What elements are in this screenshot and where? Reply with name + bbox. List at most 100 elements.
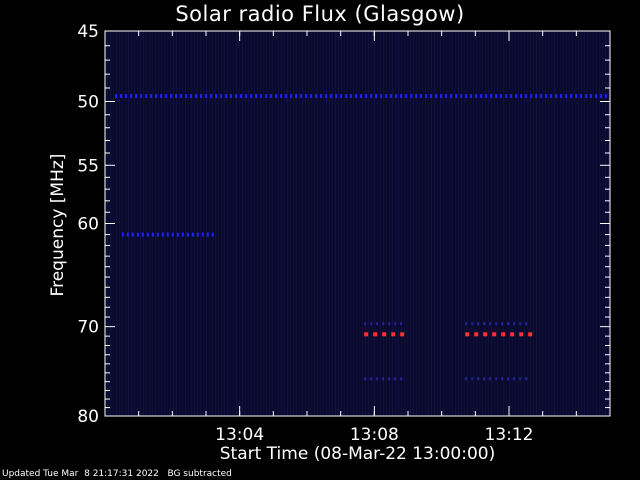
emission-mark (519, 332, 524, 337)
y-tick-label: 60 (77, 215, 99, 235)
spectrogram-stripe (296, 31, 297, 416)
spectrogram-stripe (152, 31, 153, 416)
spectrogram-stripe (593, 31, 594, 416)
spectrogram-stripe (188, 31, 189, 416)
emission-mark (125, 94, 128, 99)
plot-area (105, 31, 610, 416)
emission-mark (275, 94, 278, 99)
emission-mark (260, 94, 263, 99)
emission-mark (285, 94, 288, 99)
spectrogram-stripe (389, 31, 390, 416)
spectrogram-stripe (200, 31, 201, 416)
harmonic-mark (477, 322, 480, 326)
emission-mark (186, 232, 189, 237)
emission-mark (190, 94, 193, 99)
spectrogram-stripe (410, 31, 411, 416)
y-axis-label: Frequency [MHz] (48, 153, 68, 297)
spectrogram-stripe (203, 31, 204, 416)
emission-mark (171, 232, 174, 237)
emission-mark (170, 94, 173, 99)
spectrogram-stripe (272, 31, 273, 416)
emission-mark (160, 94, 163, 99)
spectrogram-stripe (134, 31, 135, 416)
harmonic-mark (388, 377, 391, 381)
spectrogram-stripe (530, 31, 531, 416)
spectrogram-stripe (191, 31, 192, 416)
emission-mark (382, 332, 387, 337)
emission-mark (201, 232, 204, 237)
emission-mark (465, 94, 468, 99)
harmonic-mark (507, 322, 510, 326)
spectrogram-stripe (155, 31, 156, 416)
spectrogram-stripe (116, 31, 117, 416)
spectrogram-stripe (551, 31, 552, 416)
spectrogram-stripe (533, 31, 534, 416)
emission-mark (270, 94, 273, 99)
emission-mark (136, 232, 139, 237)
spectrogram-stripe (515, 31, 516, 416)
spectrogram-stripe (239, 31, 240, 416)
y-axis: 45 50 55 60 70 80 (77, 22, 610, 427)
spectrogram-stripe (539, 31, 540, 416)
spectrogram-stripe (254, 31, 255, 416)
chart-title: Solar radio Flux (Glasgow) (175, 2, 465, 26)
emission-mark (465, 332, 470, 337)
x-tick-label: 13:04 (215, 425, 264, 445)
spectrogram-stripe (446, 31, 447, 416)
emission-mark (360, 94, 363, 99)
emission-mark (335, 94, 338, 99)
emission-mark (364, 332, 369, 337)
emission-mark (350, 94, 353, 99)
spectrogram-stripe (596, 31, 597, 416)
spectrogram-stripe (212, 31, 213, 416)
spectrogram-stripe (143, 31, 144, 416)
spectrogram-stripe (122, 31, 123, 416)
emission-mark (255, 94, 258, 99)
emission-mark (305, 94, 308, 99)
emission-mark (470, 94, 473, 99)
spectrogram-stripe (506, 31, 507, 416)
emission-mark (330, 94, 333, 99)
spectrogram-stripe (590, 31, 591, 416)
spectrogram-stripe (221, 31, 222, 416)
emission-mark (161, 232, 164, 237)
spectrogram-stripe (488, 31, 489, 416)
harmonic-mark (465, 377, 468, 381)
spectrogram-stripe (572, 31, 573, 416)
spectrogram-stripe (242, 31, 243, 416)
emission-mark (390, 94, 393, 99)
spectrogram-stripe (407, 31, 408, 416)
spectrogram-stripe (395, 31, 396, 416)
spectrogram-stripe (440, 31, 441, 416)
spectrogram-stripe (413, 31, 414, 416)
emission-mark (205, 94, 208, 99)
emission-mark (135, 94, 138, 99)
spectrogram-stripe (356, 31, 357, 416)
harmonic-mark (370, 377, 373, 381)
emission-mark (156, 232, 159, 237)
spectrogram-stripe (425, 31, 426, 416)
spectrogram-stripe (227, 31, 228, 416)
spectrogram-stripe (218, 31, 219, 416)
emission-mark (265, 94, 268, 99)
emission-mark (220, 94, 223, 99)
spectrogram-stripe (386, 31, 387, 416)
spectrogram-stripe (257, 31, 258, 416)
emission-mark (460, 94, 463, 99)
spectrogram-stripe (323, 31, 324, 416)
emission-mark (146, 232, 149, 237)
harmonic-mark (501, 377, 504, 381)
emission-mark (540, 94, 543, 99)
spectrogram-stripe (482, 31, 483, 416)
emission-mark (300, 94, 303, 99)
spectrogram-stripe (320, 31, 321, 416)
emission-mark (430, 94, 433, 99)
spectrogram-stripe (161, 31, 162, 416)
emission-mark (295, 94, 298, 99)
y-tick-label: 80 (77, 407, 99, 427)
emission-mark (150, 94, 153, 99)
spectrogram-stripe (383, 31, 384, 416)
emission-mark (131, 232, 134, 237)
spectrogram-stripe (443, 31, 444, 416)
emission-mark (121, 232, 124, 237)
